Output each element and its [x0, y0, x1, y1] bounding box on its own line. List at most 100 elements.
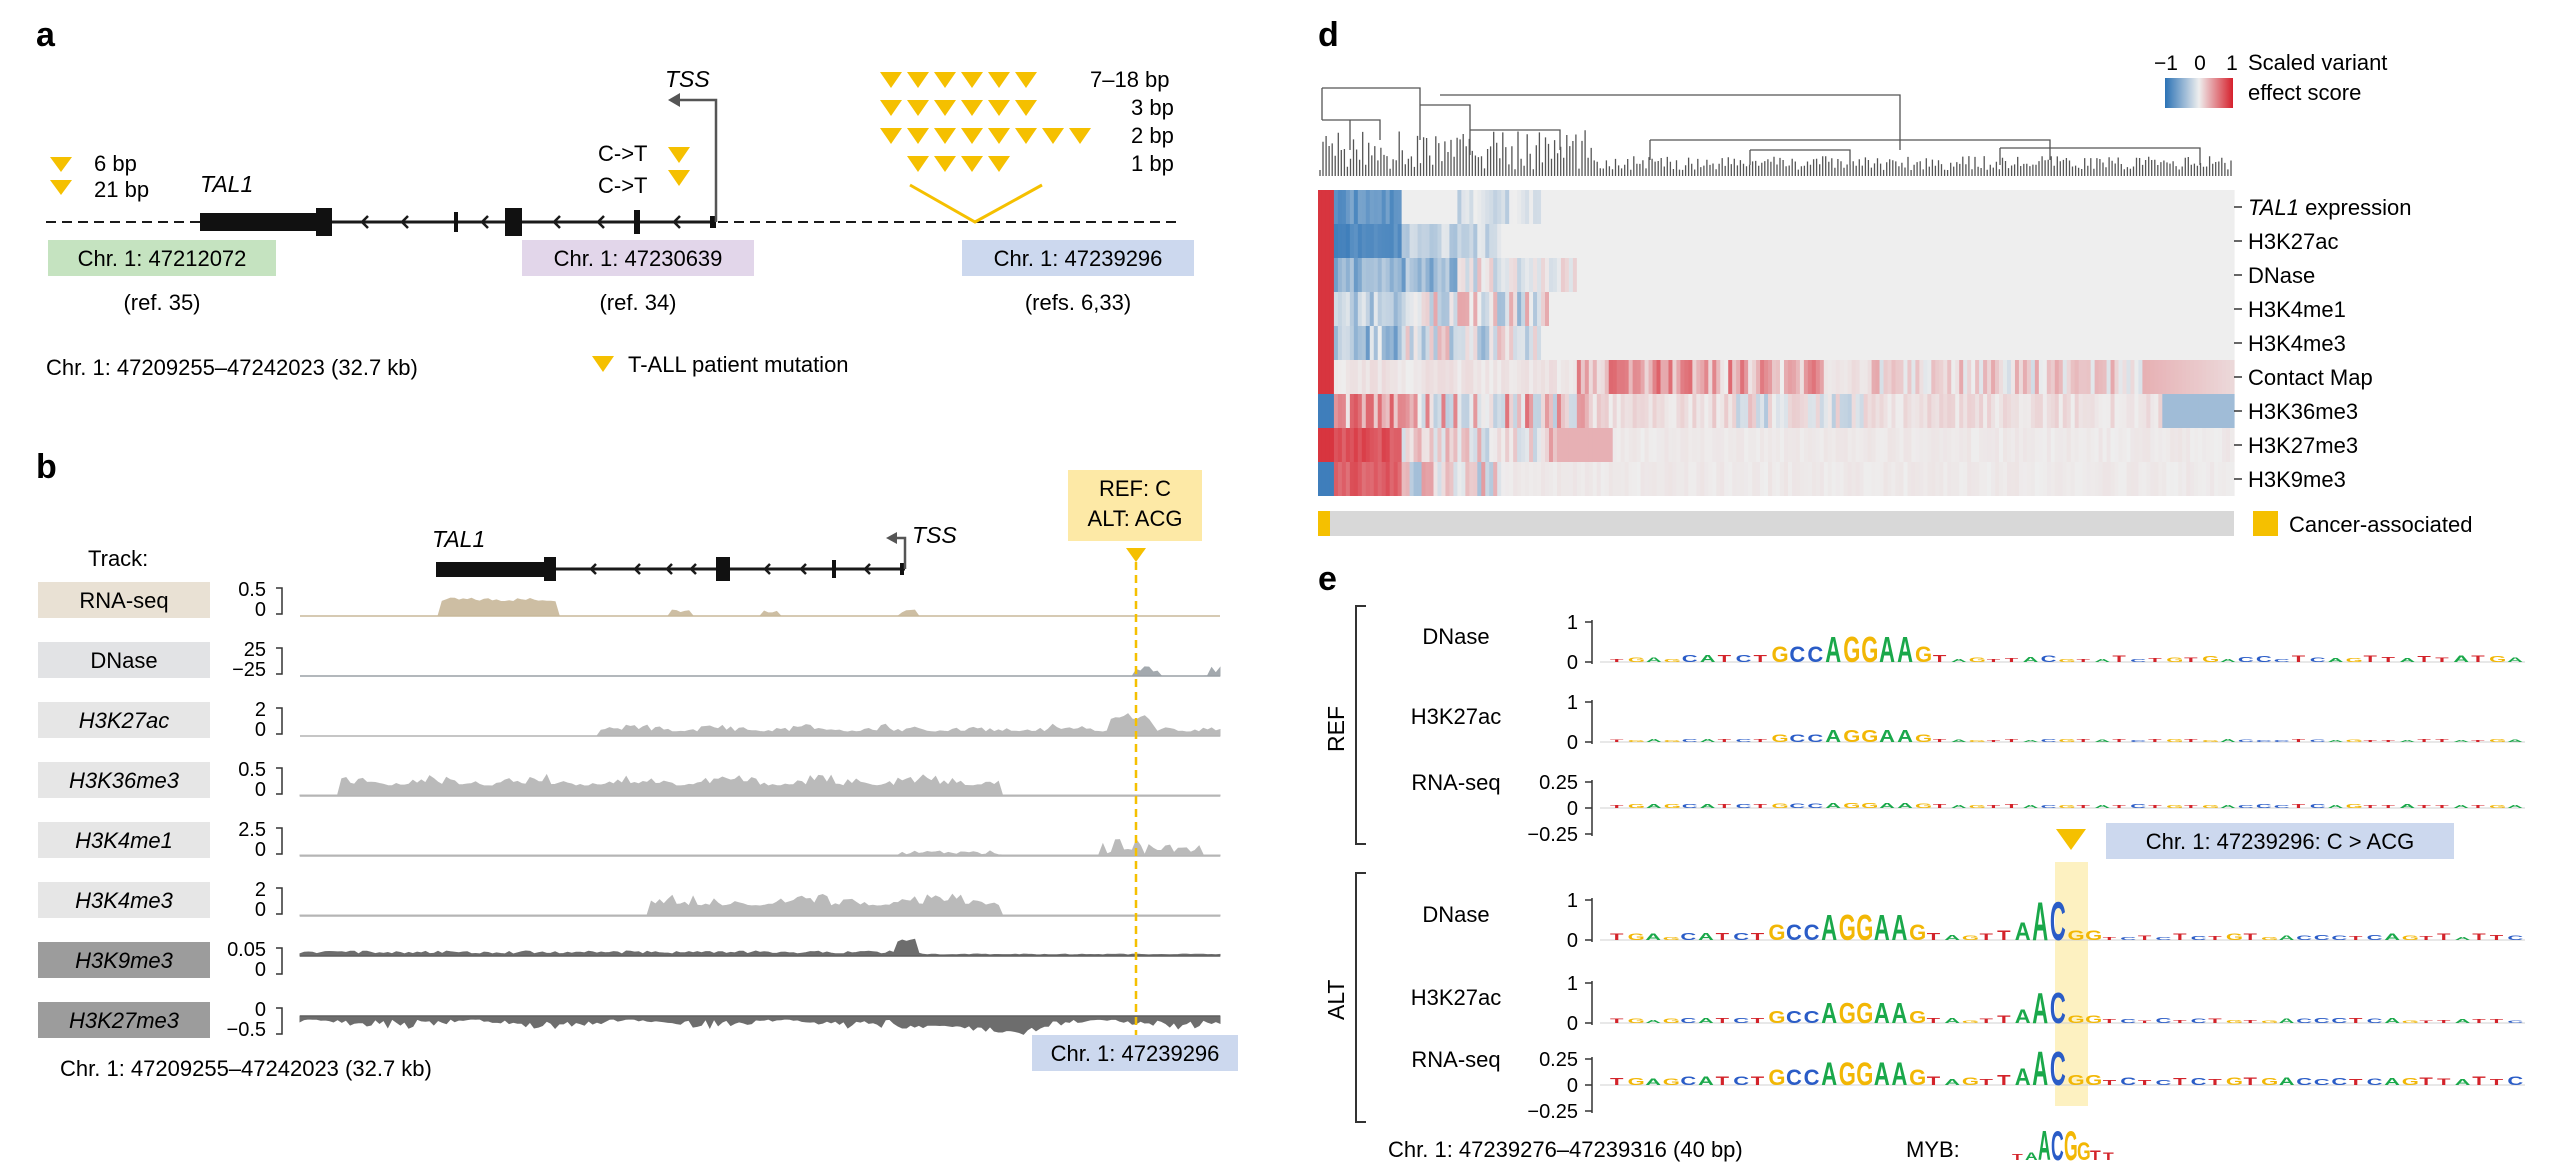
- heatmap-cell: [1572, 258, 1578, 292]
- heatmap-cell: [1600, 394, 1606, 428]
- logo-letter: G: [1628, 657, 1645, 664]
- heatmap-cell: [1955, 428, 1960, 462]
- heatmap-cell: [1883, 394, 1889, 428]
- logo-letter: A: [1700, 653, 1716, 664]
- heatmap-cell: [2070, 190, 2076, 224]
- heatmap-cell: [1736, 190, 1741, 224]
- panel-e-label: e: [1318, 560, 1337, 598]
- heatmap-cell: [2098, 190, 2104, 224]
- heatmap-cell: [1576, 258, 1582, 292]
- heatmap-cell: [1656, 224, 1662, 258]
- heatmap-cell: [1329, 326, 1335, 360]
- heatmap-cell: [1385, 258, 1391, 292]
- heatmap-cell: [1405, 190, 1411, 224]
- heatmap-cell: [1827, 326, 1833, 360]
- heatmap-cell: [1325, 462, 1331, 496]
- logo-letter: A: [2455, 1019, 2472, 1025]
- heatmap-cell: [1393, 394, 1399, 428]
- logo-letter: C: [2310, 804, 2327, 809]
- heatmap-cell: [1807, 258, 1813, 292]
- heatmap-cell: [1397, 326, 1403, 360]
- heatmap-cell: [2038, 394, 2044, 428]
- row-label: H3K4me1: [2248, 297, 2346, 322]
- heatmap-cell: [1481, 190, 1486, 224]
- heatmap-cell: [1413, 258, 1419, 292]
- heatmap-cell: [2050, 326, 2056, 360]
- heatmap-cell: [1588, 326, 1594, 360]
- heatmap-cell: [2186, 326, 2191, 360]
- heatmap-cell: [2130, 258, 2136, 292]
- logo-letter: C: [2130, 739, 2146, 742]
- heatmap-cell: [1321, 292, 1327, 326]
- heatmap-cell: [1987, 428, 1992, 462]
- region-label-e: Chr. 1: 47239276–47239316 (40 bp): [1388, 1137, 1743, 1162]
- heatmap-cell: [1421, 428, 1427, 462]
- heatmap-cell: [1891, 394, 1897, 428]
- heatmap-cell: [1720, 224, 1725, 258]
- heatmap-cell: [1628, 292, 1634, 326]
- heatmap-cell: [1776, 258, 1781, 292]
- heatmap-cell: [1560, 258, 1566, 292]
- heatmap-cell: [1951, 190, 1956, 224]
- heatmap-cell: [1692, 258, 1697, 292]
- heatmap-cell: [2086, 326, 2092, 360]
- heatmap-cell: [1361, 224, 1367, 258]
- heatmap-cell: [1429, 258, 1435, 292]
- track-signal: [299, 838, 1221, 857]
- heatmap-cell: [1847, 190, 1853, 224]
- heatmap-cell: [1720, 292, 1725, 326]
- heatmap-cell: [2174, 462, 2179, 496]
- heatmap-cell: [1971, 190, 1976, 224]
- track-signal: [300, 666, 1221, 677]
- heatmap-cell: [1321, 258, 1327, 292]
- heatmap-cell: [1608, 224, 1614, 258]
- heatmap-cell: [1799, 428, 1805, 462]
- heatmap-cell: [2190, 258, 2195, 292]
- logo-letter: G: [2068, 927, 2085, 943]
- heatmap-cell: [1831, 190, 1837, 224]
- heatmap-cell: [1724, 326, 1729, 360]
- heatmap-cell: [2098, 360, 2104, 394]
- heatmap-cell: [1325, 394, 1331, 428]
- heatmap-cell: [1915, 190, 1920, 224]
- heatmap-cell: [1819, 190, 1825, 224]
- heatmap-cell: [2166, 394, 2171, 428]
- heatmap-cell: [1696, 190, 1701, 224]
- logo-letter: G: [1909, 920, 1926, 945]
- heatmap-cell: [1501, 428, 1506, 462]
- heatmap-cell: [1991, 224, 1996, 258]
- heatmap-cell: [1911, 462, 1916, 496]
- logo-letter: A: [2023, 739, 2039, 742]
- heatmap-cell: [1493, 462, 1498, 496]
- heatmap-cell: [1457, 224, 1462, 258]
- legend-tick: 0: [2194, 52, 2206, 75]
- heatmap-cell: [2134, 190, 2140, 224]
- heatmap-cell: [1983, 258, 1988, 292]
- heatmap-cell: [1851, 258, 1857, 292]
- heatmap-cell: [2198, 292, 2203, 326]
- logo-letter: C: [1807, 732, 1823, 745]
- heatmap-cell: [1453, 462, 1458, 496]
- locus-label-3: Chr. 1: 47239296: [994, 246, 1163, 271]
- logo-letter: G: [1628, 804, 1645, 809]
- heatmap-cell: [1501, 224, 1506, 258]
- logo-letter: A: [1897, 727, 1913, 747]
- heatmap-cell: [2158, 394, 2163, 428]
- heatmap-cell: [1568, 224, 1574, 258]
- heatmap-cell: [2054, 326, 2060, 360]
- heatmap-cell: [1811, 462, 1817, 496]
- heatmap-cell: [1692, 360, 1697, 394]
- heatmap-cell: [1441, 190, 1447, 224]
- logo-letter: A: [2032, 985, 2048, 1033]
- heatmap-cell: [2118, 428, 2124, 462]
- logo-letter: G: [1768, 1065, 1785, 1090]
- heatmap-cell: [1533, 462, 1538, 496]
- heatmap-cell: [1684, 462, 1689, 496]
- heatmap-cell: [1381, 190, 1387, 224]
- heatmap-cell: [2114, 394, 2120, 428]
- heatmap-cell: [1481, 326, 1486, 360]
- heatmap-cell: [1537, 258, 1542, 292]
- heatmap-cell: [1911, 190, 1916, 224]
- heatmap-cell: [1847, 360, 1853, 394]
- heatmap-cell: [1915, 360, 1920, 394]
